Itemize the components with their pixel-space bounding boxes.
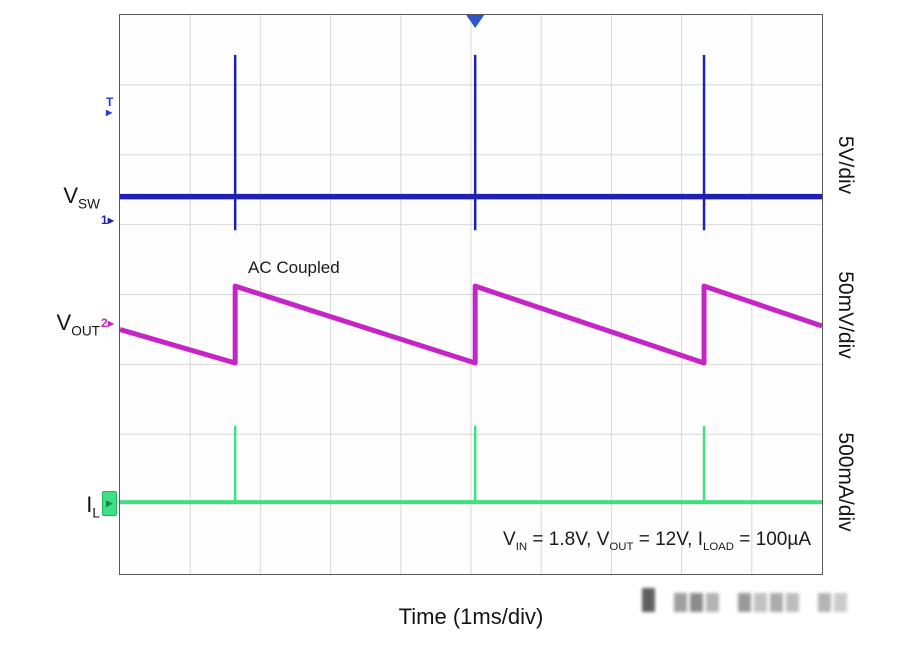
cond-eq2: = 12V, I [633,529,703,550]
ch1-arrow-icon: ▶ [107,216,114,225]
test-conditions-label: VIN = 1.8V, VOUT = 12V, ILOAD = 100µA [503,529,811,553]
trigger-position-icon [466,15,485,28]
il-ground-marker: ▶ [102,491,117,516]
cond-sub-load: LOAD [702,540,735,553]
ch2-arrow-icon: ▶ [107,319,114,328]
watermark-pixelated [642,586,847,612]
vsw-label: VSW [63,183,100,212]
ac-coupled-label: AC Coupled [248,258,340,277]
cond-sub-in: IN [515,540,528,553]
time-axis-label: Time (1ms/div) [398,604,544,629]
il-arrow-icon: ▶ [106,498,113,508]
cond-eq3: = 100µA [734,529,811,550]
trigger-arrow-icon: ▶ [106,107,113,117]
vsw-scale-label: 5V/div [834,135,857,195]
trigger-level-marker: T ▶ [106,95,114,117]
cond-eq1: = 1.8V, V [527,529,610,550]
vout-scale-label: 50mV/div [834,271,857,359]
scope-graticule: AC Coupled VIN = 1.8V, VOUT = 12V, ILOAD… [119,14,823,575]
il-label: IL [86,492,100,521]
cond-v: V [503,529,516,550]
ch2-ground-marker: 2▶ [101,316,114,330]
ch1-ground-marker: 1▶ [101,213,114,227]
vout-label: VOUT [56,310,100,339]
il-scale-label: 500mA/div [834,432,857,532]
cond-sub-out: OUT [609,540,634,553]
waveform-plot [120,15,822,574]
